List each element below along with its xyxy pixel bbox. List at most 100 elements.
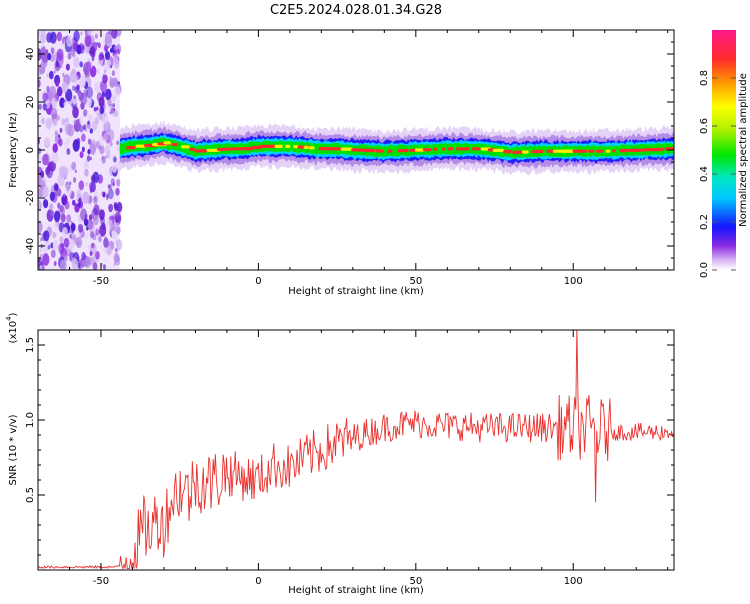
noise-blob xyxy=(84,233,89,240)
noise-blob xyxy=(76,196,79,200)
noise-blob xyxy=(52,143,58,153)
noise-blob xyxy=(82,191,90,204)
snr-x-tick-label: 0 xyxy=(255,576,261,587)
noise-blob xyxy=(105,59,111,69)
noise-blob xyxy=(89,65,97,78)
noise-blob xyxy=(113,156,117,163)
noise-blob xyxy=(94,33,98,39)
noise-blob xyxy=(98,96,105,108)
signal-core xyxy=(605,149,611,153)
noise-blob xyxy=(39,264,43,270)
signal-core xyxy=(572,149,585,153)
noise-blob xyxy=(68,221,72,226)
noise-blob xyxy=(52,118,58,127)
noise-blob xyxy=(56,31,63,42)
noise-blob xyxy=(44,137,50,147)
snr-y-tick-label: 1.5 xyxy=(25,337,36,353)
noise-blob xyxy=(56,188,62,197)
noise-blob xyxy=(81,252,86,261)
noise-blob xyxy=(82,45,85,50)
noise-blob xyxy=(116,179,121,187)
noise-blob xyxy=(96,68,100,75)
noise-blob xyxy=(42,103,47,111)
snr-background xyxy=(38,330,674,570)
snr-panel: -50 0 50 100 0.5 1.0 1.5 Height of straight li… xyxy=(5,312,675,596)
signal-core xyxy=(521,150,529,154)
noise-blob xyxy=(89,46,96,58)
noise-blob xyxy=(114,59,120,69)
noise-blob xyxy=(98,53,103,61)
noise-blob xyxy=(55,80,60,87)
noise-blob xyxy=(72,139,80,152)
noise-blob xyxy=(41,43,44,48)
signal-core xyxy=(285,144,291,148)
noise-blob xyxy=(41,51,49,64)
noise-blob xyxy=(87,120,90,125)
signal-core xyxy=(201,149,207,153)
noise-blob xyxy=(103,44,109,53)
noise-blob xyxy=(78,180,85,191)
noise-blob xyxy=(73,95,76,100)
noise-blob xyxy=(47,245,51,250)
noise-blob xyxy=(69,70,77,83)
noise-blob xyxy=(39,156,42,161)
noise-blob xyxy=(38,68,42,76)
noise-blob xyxy=(77,223,84,233)
noise-blob xyxy=(63,102,67,107)
noise-blob xyxy=(76,44,82,55)
signal-core xyxy=(365,148,376,153)
spectrogram-x-label: Height of straight line (km) xyxy=(288,286,424,297)
spectrogram-panel: -50 0 50 100 -40 -20 0 20 40 Height of straight … xyxy=(8,29,675,297)
signal-core xyxy=(379,149,384,153)
noise-blob xyxy=(86,98,92,108)
noise-blob xyxy=(104,236,107,242)
noise-blob xyxy=(47,52,52,61)
noise-blob xyxy=(58,134,61,139)
noise-blob xyxy=(105,88,112,101)
noise-blob xyxy=(114,86,121,98)
noise-blob xyxy=(79,81,83,88)
noise-blob xyxy=(106,193,109,199)
signal-core xyxy=(387,149,393,153)
noise-blob xyxy=(62,72,65,77)
noise-blob xyxy=(80,92,88,106)
noise-blob xyxy=(39,247,42,252)
colorbar: 0.0 0.2 0.4 0.6 0.8 Normalized spectral ampl… xyxy=(699,30,749,278)
signal-core xyxy=(171,143,178,147)
signal-core xyxy=(126,146,136,150)
noise-blob xyxy=(104,258,107,262)
noise-blob xyxy=(114,211,121,223)
noise-blob xyxy=(84,34,92,47)
snr-x-tick-label: 50 xyxy=(409,576,422,587)
noise-blob xyxy=(79,151,84,159)
noise-blob xyxy=(57,173,65,187)
noise-blob xyxy=(101,91,106,98)
noise-blob xyxy=(109,77,115,88)
spectrogram-y-label: Frequency (Hz) xyxy=(8,112,19,188)
noise-blob xyxy=(61,118,66,126)
spectrogram-x-tick-label: 100 xyxy=(564,276,583,287)
noise-blob xyxy=(41,185,49,198)
noise-blob xyxy=(108,203,113,213)
noise-blob xyxy=(83,254,86,258)
noise-blob xyxy=(50,210,54,217)
signal-core xyxy=(397,149,404,153)
noise-blob xyxy=(66,214,72,223)
snr-x-tick-label: 100 xyxy=(564,576,583,587)
noise-blob xyxy=(101,191,104,196)
noise-blob xyxy=(97,226,100,230)
noise-blob xyxy=(49,153,54,161)
noise-blob xyxy=(53,70,56,74)
noise-blob xyxy=(80,208,88,221)
signal-core xyxy=(135,144,147,148)
colorbar-gradient xyxy=(712,30,736,270)
noise-blob xyxy=(116,201,123,213)
noise-blob xyxy=(43,153,50,166)
noise-blob xyxy=(75,236,83,249)
noise-blob xyxy=(113,262,116,267)
noise-blob xyxy=(90,231,95,239)
noise-blob xyxy=(46,32,53,43)
noise-blob xyxy=(82,124,87,131)
noise-blob xyxy=(84,159,89,167)
